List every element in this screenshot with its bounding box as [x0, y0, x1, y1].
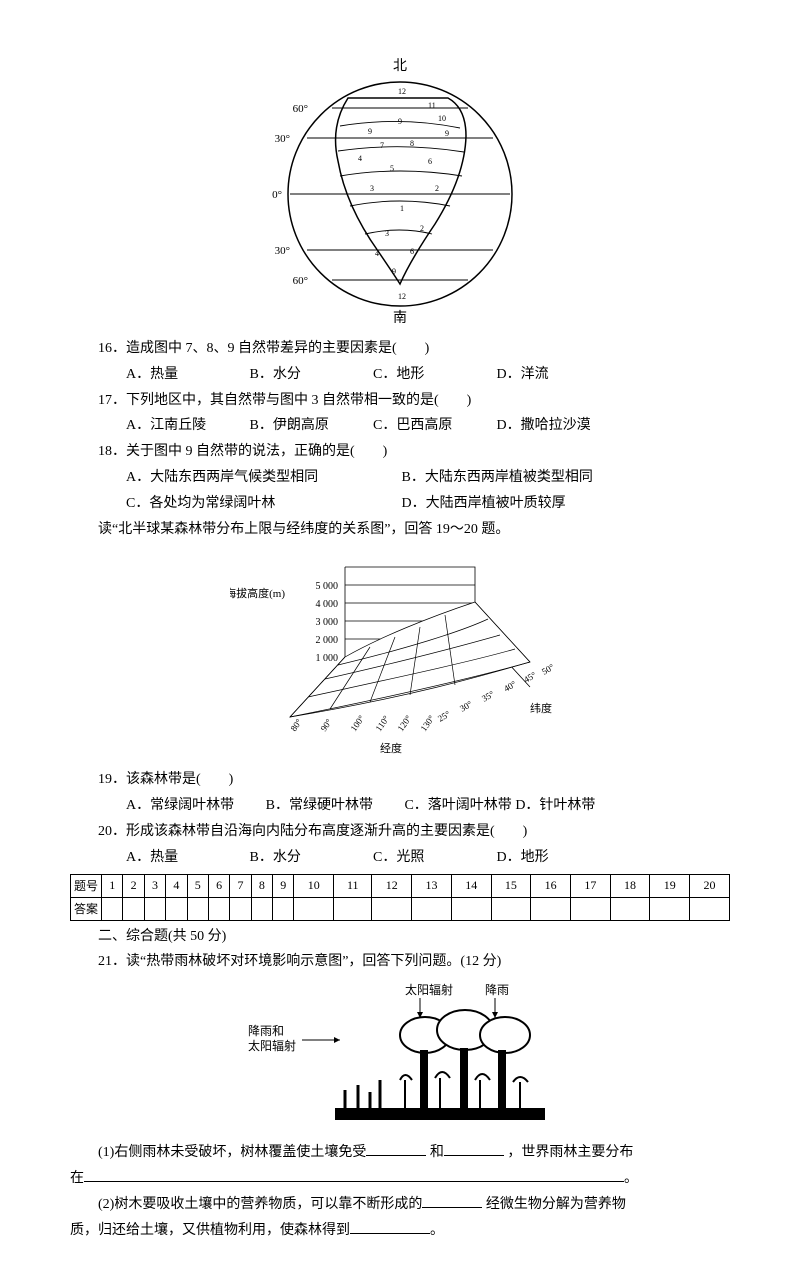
- svg-text:降雨: 降雨: [485, 983, 509, 997]
- svg-text:3 000: 3 000: [316, 617, 339, 628]
- svg-text:2 000: 2 000: [316, 635, 339, 646]
- svg-text:25°: 25°: [436, 709, 452, 724]
- svg-text:太阳辐射: 太阳辐射: [405, 982, 453, 997]
- svg-text:2: 2: [435, 184, 439, 193]
- q21-2: (2)树木要吸收土壤中的营养物质，可以靠不断形成的 经微生物分解为营养物: [70, 1193, 730, 1217]
- svg-text:80°: 80°: [288, 717, 304, 733]
- q17-options: A．江南丘陵 B．伊朗高原 C．巴西高原 D．撒哈拉沙漠: [70, 414, 730, 438]
- lead-19-20: 读“北半球某森林带分布上限与经纬度的关系图”，回答 19～20 题。: [70, 518, 730, 542]
- svg-text:4: 4: [358, 154, 362, 163]
- svg-text:9: 9: [392, 267, 396, 276]
- q19-text: 19．该森林带是( ): [70, 768, 730, 792]
- svg-text:6: 6: [428, 157, 432, 166]
- svg-text:海拔高度(m): 海拔高度(m): [230, 586, 285, 600]
- svg-text:太阳辐射: 太阳辐射: [248, 1038, 296, 1053]
- svg-text:1: 1: [400, 204, 404, 213]
- q18-options: A．大陆东西两岸气候类型相同 B．大陆东西两岸植被类型相同: [70, 466, 730, 490]
- svg-text:45°: 45°: [522, 670, 538, 685]
- svg-text:2: 2: [420, 224, 424, 233]
- svg-text:50°: 50°: [540, 662, 556, 677]
- answer-table: 题号1234567891011121314151617181920 答案: [70, 874, 730, 921]
- svg-text:120°: 120°: [395, 713, 413, 733]
- svg-text:35°: 35°: [480, 689, 496, 704]
- figure-globe: 北 南 60° 30° 0° 30° 60° 12 11 10 999 78 4…: [70, 56, 730, 331]
- svg-text:3: 3: [370, 184, 374, 193]
- svg-text:12: 12: [398, 292, 406, 301]
- svg-text:30°: 30°: [275, 133, 290, 145]
- svg-text:100°: 100°: [348, 713, 366, 733]
- svg-text:90°: 90°: [318, 717, 334, 733]
- svg-text:30°: 30°: [275, 245, 290, 257]
- svg-text:1 000: 1 000: [316, 653, 339, 664]
- svg-text:9: 9: [398, 117, 402, 126]
- figure-surface: 海拔高度(m) 5 000 4 000 3 000 2 000 1 000 80…: [70, 547, 730, 762]
- svg-text:11: 11: [428, 101, 436, 110]
- svg-text:10: 10: [438, 114, 446, 123]
- q16-text: 16．造成图中 7、8、9 自然带差异的主要因素是( ): [70, 337, 730, 361]
- q21-text: 21．读“热带雨林破坏对环境影响示意图”，回答下列问题。(12 分): [70, 950, 730, 974]
- svg-text:12: 12: [398, 87, 406, 96]
- svg-text:4: 4: [375, 249, 379, 258]
- svg-text:60°: 60°: [293, 103, 308, 115]
- svg-text:5 000: 5 000: [316, 581, 339, 592]
- svg-text:9: 9: [368, 127, 372, 136]
- svg-text:5: 5: [390, 164, 394, 173]
- q19-options: A．常绿阔叶林带 B．常绿硬叶林带 C．落叶阔叶林带 D．针叶林带: [70, 794, 730, 818]
- q20-text: 20．形成该森林带自沿海向内陆分布高度逐渐升高的主要因素是( ): [70, 820, 730, 844]
- svg-text:60°: 60°: [293, 275, 308, 287]
- svg-text:4 000: 4 000: [316, 599, 339, 610]
- svg-text:降雨和: 降雨和: [248, 1024, 284, 1038]
- svg-text:130°: 130°: [418, 713, 436, 733]
- svg-text:9: 9: [445, 129, 449, 138]
- q16-options: A．热量 B．水分 C．地形 D．洋流: [70, 363, 730, 387]
- svg-text:经度: 经度: [380, 741, 402, 755]
- label-south: 南: [393, 310, 407, 326]
- svg-text:8: 8: [410, 139, 414, 148]
- svg-text:3: 3: [385, 229, 389, 238]
- q17-text: 17．下列地区中，其自然带与图中 3 自然带相一致的是( ): [70, 389, 730, 413]
- svg-text:纬度: 纬度: [530, 701, 552, 715]
- svg-text:6: 6: [410, 247, 414, 256]
- svg-text:7: 7: [380, 141, 384, 150]
- svg-text:0°: 0°: [272, 189, 282, 201]
- svg-text:110°: 110°: [373, 714, 391, 734]
- q18-text: 18．关于图中 9 自然带的说法，正确的是( ): [70, 440, 730, 464]
- svg-text:30°: 30°: [458, 699, 474, 714]
- label-north: 北: [393, 58, 407, 74]
- q20-options: A．热量 B．水分 C．光照 D．地形: [70, 846, 730, 870]
- svg-text:40°: 40°: [502, 679, 518, 694]
- figure-rainforest: 降雨和 太阳辐射 太阳辐射 降雨: [70, 980, 730, 1135]
- q21-1: (1)右侧雨林未受破坏，树林覆盖使土壤免受 和 ，世界雨林主要分布: [70, 1141, 730, 1165]
- section-2-title: 二、综合题(共 50 分): [70, 925, 730, 949]
